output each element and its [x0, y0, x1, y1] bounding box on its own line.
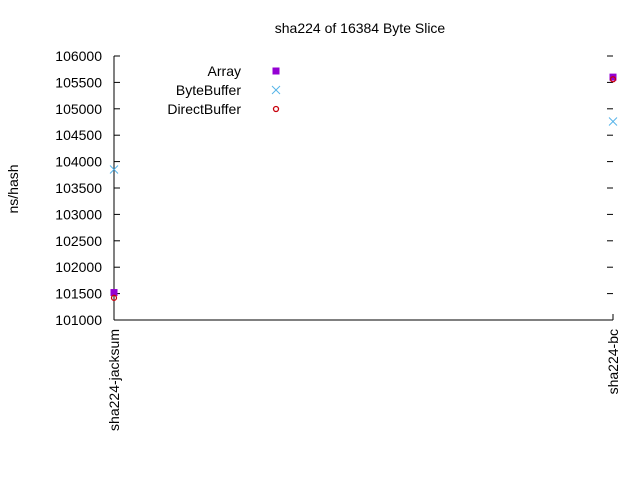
y-tick-label: 102000 — [55, 259, 102, 275]
legend-marker-bytebuffer — [271, 85, 281, 95]
y-tick-label: 106000 — [55, 48, 102, 64]
y-tick-label: 105000 — [55, 101, 102, 117]
legend-label: Array — [208, 63, 241, 79]
x-tick-label: sha224-jacksum — [106, 329, 122, 431]
legend-marker-directbuffer — [272, 105, 280, 113]
data-point-bytebuffer — [109, 165, 119, 174]
y-tick-label: 102500 — [55, 233, 102, 249]
y-tick-label: 104500 — [55, 127, 102, 143]
y-tick-label: 101500 — [55, 286, 102, 302]
y-tick-label: 103500 — [55, 180, 102, 196]
y-tick-label: 105500 — [55, 74, 102, 90]
data-point-directbuffer — [609, 76, 617, 83]
legend: Array ByteBuffer DirectBuffer — [167, 63, 281, 117]
legend-label: ByteBuffer — [176, 82, 241, 98]
y-ticks: 101000 101500 102000 102500 103000 103500 1040… — [55, 48, 613, 328]
data-point-bytebuffer — [608, 117, 618, 126]
data-point-array — [110, 289, 118, 297]
x-tick-label: sha224-bc — [605, 329, 621, 394]
y-axis-label: ns/hash — [5, 164, 21, 213]
legend-label: DirectBuffer — [167, 101, 241, 117]
y-tick-label: 103000 — [55, 206, 102, 222]
data-points — [109, 73, 618, 301]
chart-title: sha224 of 16384 Byte Slice — [275, 20, 446, 36]
y-tick-label: 101000 — [55, 312, 102, 328]
data-point-directbuffer — [110, 294, 118, 301]
x-ticks: sha224-jacksum sha224-bc — [106, 314, 621, 431]
y-tick-label: 104000 — [55, 154, 102, 170]
legend-marker-array — [272, 67, 280, 75]
